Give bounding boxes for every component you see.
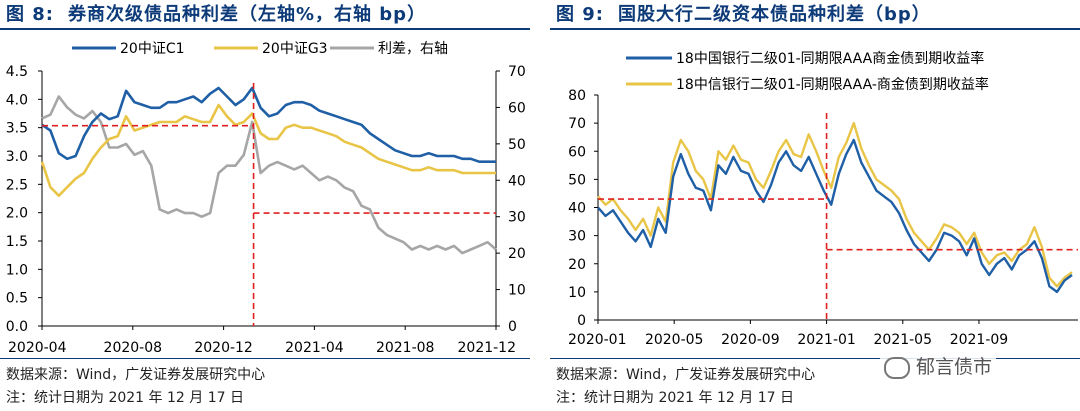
left-legend-label-0: 20中证C1 xyxy=(120,41,185,57)
left-y-tick-label: 0.0 xyxy=(6,319,28,335)
right-figure-title-text: 国股大行二级资本债品种利差（bp） xyxy=(618,4,931,25)
left-y-tick-label: 2.5 xyxy=(6,177,28,193)
left-y2-tick-label: 50 xyxy=(508,137,526,153)
right-chart: 0 10 20 30 40 50 60 70 80 2020-01 2020-05 2020-09 20… xyxy=(568,50,1078,348)
left-y2-tick-label: 60 xyxy=(508,100,526,116)
left-y2-tick-label: 30 xyxy=(508,210,526,226)
left-y2-tick-label: 0 xyxy=(508,319,517,335)
left-figure-title: 图 8: 券商次级债品种利差（左轴%，右轴 bp） xyxy=(6,0,426,26)
right-x-tick-label: 2021-09 xyxy=(950,332,1009,348)
wechat-icon xyxy=(884,356,910,379)
right-series-line-0 xyxy=(597,138,1073,294)
left-x-tick-label: 2020-12 xyxy=(194,340,253,356)
right-x-tick-label: 2020-05 xyxy=(645,332,704,348)
right-title-rule xyxy=(550,28,1080,30)
right-y-tick-label: 30 xyxy=(568,229,586,245)
left-legend-label-1: 20中证G3 xyxy=(262,41,328,57)
right-source-note: 数据来源：Wind，广发证券发展研究中心 xyxy=(556,367,816,383)
right-x-tick-label: 2020-09 xyxy=(721,332,780,348)
left-y2-tick-label: 40 xyxy=(508,173,526,189)
right-y-tick-label: 0 xyxy=(577,313,586,329)
left-x-tick-label: 2021-12 xyxy=(458,340,517,356)
left-source-rule xyxy=(0,358,530,359)
left-y2-tick-label: 10 xyxy=(508,283,526,299)
left-x-tick-label: 2020-08 xyxy=(104,340,163,356)
left-y-tick-label: 2.0 xyxy=(6,206,28,222)
right-x-tick-label: 2021-05 xyxy=(874,332,933,348)
left-series-line-0 xyxy=(41,86,496,163)
left-y2-tick-label: 20 xyxy=(508,246,526,262)
right-figure-title: 图 9: 国股大行二级资本债品种利差（bp） xyxy=(556,0,931,26)
right-y-tick-label: 10 xyxy=(568,285,586,301)
right-date-note: 注：统计日期为 2021 年 12 月 17 日 xyxy=(556,390,794,406)
left-y-tick-label: 3.0 xyxy=(6,149,28,165)
left-series-line-1 xyxy=(40,103,496,197)
left-y-tick-label: 4.5 xyxy=(6,64,28,80)
watermark-text: 郁言债市 xyxy=(916,356,993,378)
left-y-tick-label: 1.0 xyxy=(6,262,28,278)
left-figure-panel: 图 8: 券商次级债品种利差（左轴%，右轴 bp） 0.0 0.5 1.0 1.5 2.0… xyxy=(0,0,530,411)
right-y-tick-label: 50 xyxy=(568,172,586,188)
right-figure-number: 图 9: xyxy=(556,4,604,25)
left-date-note: 注：统计日期为 2021 年 12 月 17 日 xyxy=(6,390,244,406)
left-y2-tick-label: 70 xyxy=(508,64,526,80)
left-series-line-2 xyxy=(41,95,497,255)
right-y-tick-label: 40 xyxy=(568,201,586,217)
right-x-tick-label: 2021-01 xyxy=(797,332,856,348)
right-legend-label-1: 18中信银行二级01-同期限AAA-商金债到期收益率 xyxy=(676,76,989,93)
left-chart: 0.0 0.5 1.0 1.5 2.0 2.5 3.0 3.5 4.0 4.5 0 10 20 30 40 5… xyxy=(6,41,526,356)
right-source-rule xyxy=(550,358,1080,359)
right-legend-label-0: 18中国银行二级01-同期限AAA商金债到期收益率 xyxy=(676,50,984,67)
right-y-tick-label: 20 xyxy=(568,257,586,273)
right-series-line-1 xyxy=(597,121,1073,288)
left-title-rule xyxy=(0,28,530,30)
right-y-tick-label: 60 xyxy=(568,144,586,160)
left-y-tick-label: 3.5 xyxy=(6,121,28,137)
right-x-tick-label: 2020-01 xyxy=(568,332,627,348)
right-y-tick-label: 80 xyxy=(568,88,586,104)
left-x-tick-label: 2021-04 xyxy=(285,340,344,356)
left-y-tick-label: 0.5 xyxy=(6,291,28,307)
left-figure-title-text: 券商次级债品种利差（左轴%，右轴 bp） xyxy=(68,4,427,25)
right-figure-panel: 图 9: 国股大行二级资本债品种利差（bp） 0 10 20 30 40 50 60 70 80 2… xyxy=(550,0,1080,411)
left-y-tick-label: 1.5 xyxy=(6,234,28,250)
left-figure-number: 图 8: xyxy=(6,4,54,25)
left-y-tick-label: 4.0 xyxy=(6,92,28,108)
left-legend-label-2: 利差，右轴 xyxy=(378,41,448,57)
left-x-tick-label: 2021-08 xyxy=(376,340,435,356)
watermark: 郁言债市 xyxy=(880,352,997,379)
left-x-tick-label: 2020-04 xyxy=(8,340,67,356)
right-y-tick-label: 70 xyxy=(568,116,586,132)
left-source-note: 数据来源：Wind，广发证券发展研究中心 xyxy=(6,367,266,383)
